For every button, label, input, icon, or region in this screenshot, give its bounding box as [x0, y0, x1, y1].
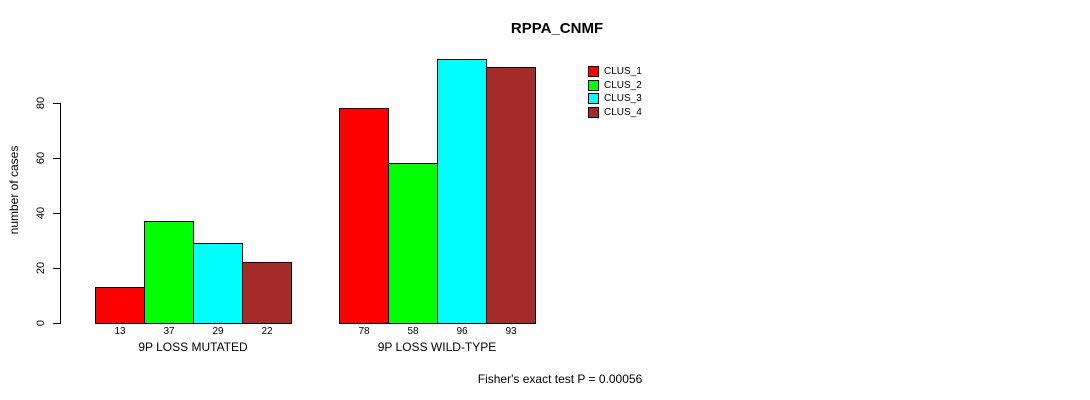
category-label: 9P LOSS WILD-TYPE: [377, 340, 497, 354]
bar-clus_3-1: [193, 243, 243, 324]
bar-value-label: 29: [212, 326, 224, 337]
y-axis-tick-label: 0: [35, 319, 47, 327]
y-axis-label: number of cases: [7, 145, 21, 235]
bar-value-label: 37: [163, 326, 175, 337]
bar-clus_4-1: [242, 262, 292, 324]
y-axis-tick: [53, 103, 60, 104]
legend-swatch-clus_4: [588, 106, 599, 118]
bar-value-label: 96: [456, 326, 468, 337]
bar-value-label: 22: [261, 326, 273, 337]
y-axis-tick-label: 40: [35, 206, 47, 220]
y-axis-tick: [53, 213, 60, 214]
y-axis-tick-label: 60: [35, 151, 47, 165]
legend-swatch-clus_1: [588, 66, 599, 77]
bar-value-label: 78: [358, 326, 370, 337]
bar-value-label: 93: [505, 326, 517, 337]
legend-label-clus_1: CLUS_1: [604, 66, 642, 77]
bar-value-label: 58: [407, 326, 419, 337]
bar-clus_3-2: [437, 59, 487, 324]
y-axis-tick-label: 80: [35, 96, 47, 110]
fisher-test-annotation: Fisher's exact test P = 0.00056: [477, 372, 643, 386]
bar-clus_1-1: [95, 287, 145, 324]
legend-swatch-clus_2: [588, 79, 599, 91]
bar-clus_2-2: [388, 163, 438, 324]
bar-value-label: 13: [114, 326, 126, 337]
legend-label-clus_4: CLUS_4: [604, 106, 642, 118]
chart-title: RPPA_CNMF: [510, 20, 604, 37]
y-axis-tick: [53, 268, 60, 269]
legend-label-clus_2: CLUS_2: [604, 79, 642, 91]
category-label: 9P LOSS MUTATED: [138, 340, 248, 354]
legend-swatch-clus_3: [588, 93, 599, 105]
legend-label-clus_3: CLUS_3: [604, 93, 642, 105]
bar-clus_4-2: [486, 67, 536, 324]
y-axis-tick-label: 20: [35, 261, 47, 275]
y-axis-line: [60, 103, 61, 324]
bar-clus_2-1: [144, 221, 194, 324]
bar-clus_1-2: [339, 108, 389, 324]
y-axis-tick: [53, 158, 60, 159]
y-axis-tick: [53, 323, 60, 324]
